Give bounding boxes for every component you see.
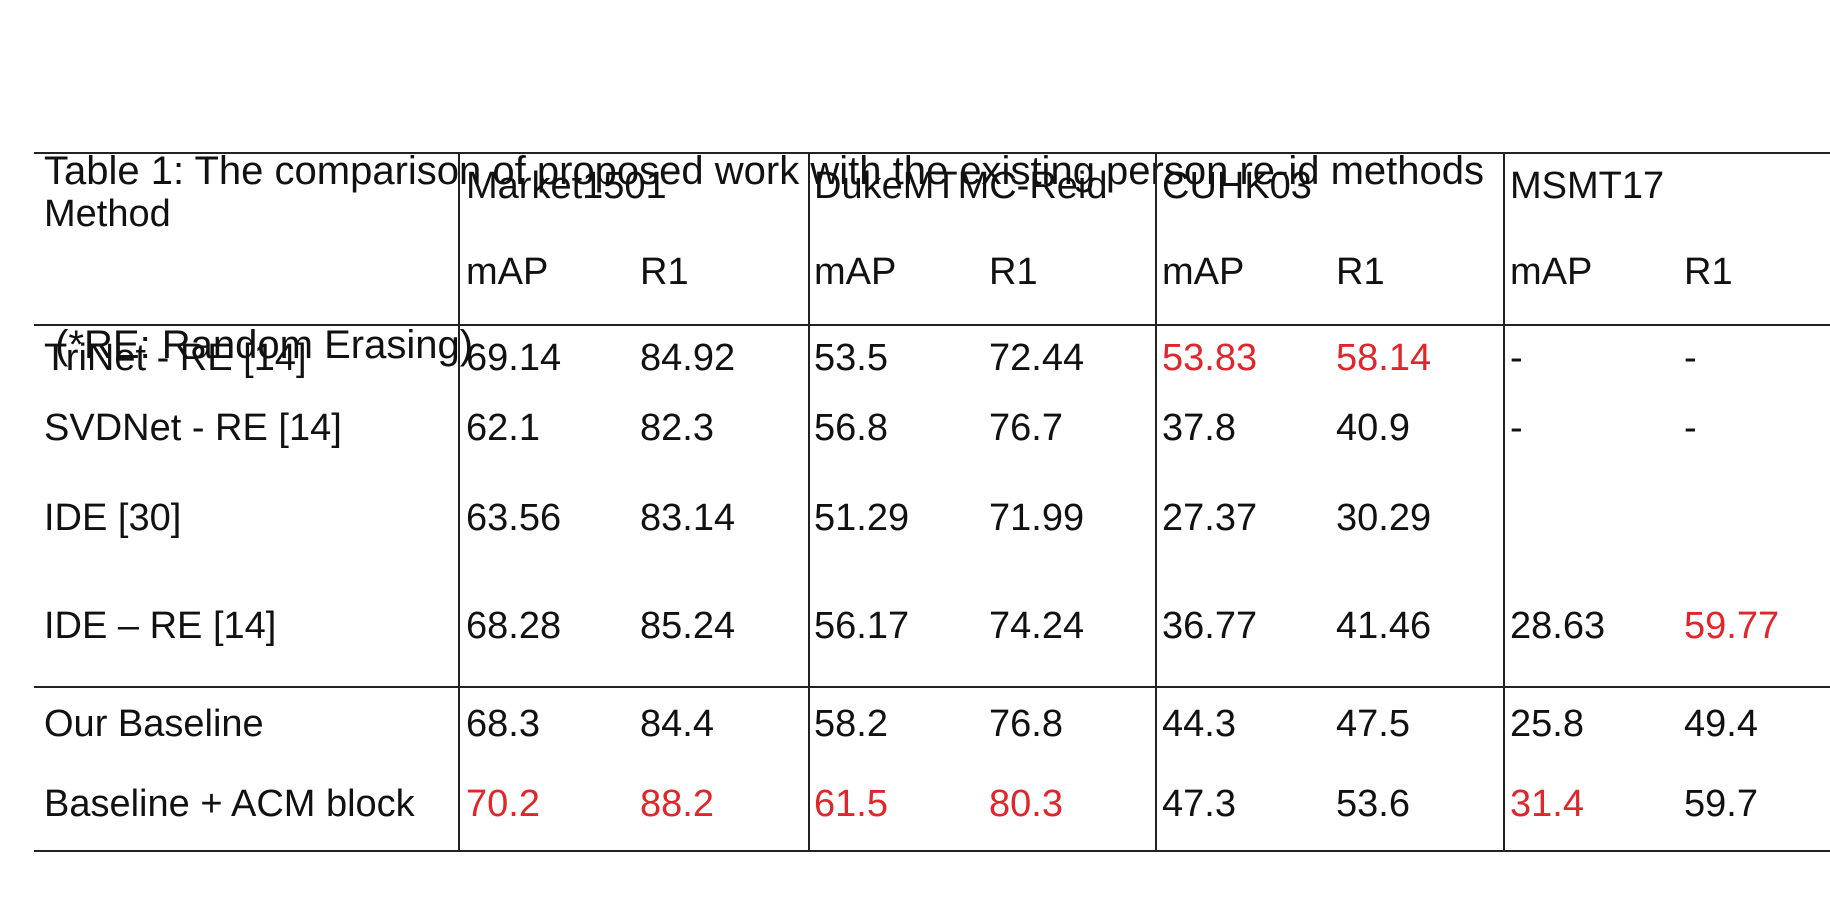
table-cell: 53.5	[814, 337, 888, 379]
caption-line-2: (*RE: Random Erasing)	[44, 323, 474, 367]
table-cell: 76.7	[989, 407, 1063, 449]
table-cell: 27.37	[1162, 497, 1258, 539]
table-cell: 47.3	[1162, 783, 1236, 825]
table-cell: 37.8	[1162, 407, 1236, 449]
table-caption: Table 1: The comparison of proposed work…	[44, 26, 1484, 432]
metric-header: R1	[1684, 251, 1733, 293]
table-cell: 71.99	[989, 497, 1085, 539]
table-cell: 84.92	[640, 337, 736, 379]
table-cell: 72.44	[989, 337, 1085, 379]
table-cell: 61.5	[814, 783, 888, 825]
table-cell: 58.14	[1336, 337, 1432, 379]
table-cell: 56.17	[814, 605, 910, 647]
dataset-header: CUHK03	[1162, 165, 1312, 207]
dataset-header: Market1501	[466, 165, 667, 207]
table-top-rule	[34, 152, 1830, 154]
method-name: IDE – RE [14]	[44, 605, 277, 647]
table-cell: 36.77	[1162, 605, 1258, 647]
metric-header: mAP	[1510, 251, 1593, 293]
table-cell: 88.2	[640, 783, 714, 825]
table-cell: 30.29	[1336, 497, 1432, 539]
table-cell: 80.3	[989, 783, 1063, 825]
table-cell: 56.8	[814, 407, 888, 449]
table-cell: 51.29	[814, 497, 910, 539]
table-cell: 68.28	[466, 605, 562, 647]
table-cell: 58.2	[814, 703, 888, 745]
table-cell: 44.3	[1162, 703, 1236, 745]
table-cell: 53.6	[1336, 783, 1410, 825]
table-cell: 76.8	[989, 703, 1063, 745]
table-cell: 69.14	[466, 337, 562, 379]
header-bottom-rule	[34, 324, 1830, 326]
table-cell: 85.24	[640, 605, 736, 647]
table-cell: 59.7	[1684, 783, 1758, 825]
method-name: IDE [30]	[44, 497, 182, 539]
table-cell: 47.5	[1336, 703, 1410, 745]
method-name: Baseline + ACM block	[44, 783, 415, 825]
table-cell: -	[1684, 407, 1697, 449]
table-cell: 40.9	[1336, 407, 1410, 449]
column-rule	[1155, 152, 1157, 852]
group-separator-rule	[34, 686, 1830, 688]
table-cell: -	[1510, 407, 1523, 449]
column-rule	[808, 152, 810, 852]
table-cell: 25.8	[1510, 703, 1584, 745]
table-cell: 82.3	[640, 407, 714, 449]
method-name: SVDNet - RE [14]	[44, 407, 342, 449]
table-cell: -	[1684, 337, 1697, 379]
column-rule	[1503, 152, 1505, 852]
table-cell: 62.1	[466, 407, 540, 449]
column-rule	[458, 152, 460, 852]
dataset-header: MSMT17	[1510, 165, 1665, 207]
table-cell: 53.83	[1162, 337, 1258, 379]
table-cell: -	[1510, 337, 1523, 379]
method-header: Method	[44, 193, 171, 235]
table-cell: 83.14	[640, 497, 736, 539]
table-cell: 28.63	[1510, 605, 1606, 647]
dataset-header: DukeMTMC-Reid	[814, 165, 1108, 207]
metric-header: mAP	[466, 251, 549, 293]
method-name: TriNet - RE [14]	[44, 337, 307, 379]
metric-header: R1	[989, 251, 1038, 293]
table-cell: 84.4	[640, 703, 714, 745]
table-cell: 49.4	[1684, 703, 1758, 745]
metric-header: R1	[640, 251, 689, 293]
table-cell: 74.24	[989, 605, 1085, 647]
table-cell: 31.4	[1510, 783, 1584, 825]
table-bottom-rule	[34, 850, 1830, 852]
table-cell: 59.77	[1684, 605, 1780, 647]
caption-line-1: Table 1: The comparison of proposed work…	[44, 149, 1485, 193]
table-cell: 68.3	[466, 703, 540, 745]
metric-header: mAP	[814, 251, 897, 293]
method-name: Our Baseline	[44, 703, 264, 745]
table-cell: 63.56	[466, 497, 562, 539]
table-cell: 70.2	[466, 783, 540, 825]
metric-header: mAP	[1162, 251, 1245, 293]
metric-header: R1	[1336, 251, 1385, 293]
table-cell: 41.46	[1336, 605, 1432, 647]
results-table: Method Market1501 DukeMTMC-Reid CUHK03 M…	[34, 152, 1830, 852]
